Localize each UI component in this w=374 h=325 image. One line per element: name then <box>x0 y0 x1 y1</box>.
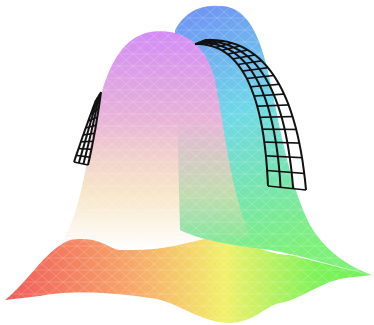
cage-rung <box>73 161 89 166</box>
cage-rung <box>76 154 90 158</box>
cage-rail <box>87 91 102 166</box>
cage-rung <box>90 108 100 115</box>
cage-rung <box>246 74 274 80</box>
cage-rail <box>77 97 99 164</box>
cage-rung <box>92 99 101 108</box>
cage-rung <box>208 40 224 47</box>
cage-rung <box>267 185 307 191</box>
cage-rung <box>227 49 248 55</box>
cage-rung <box>265 155 303 159</box>
cage-rung <box>259 115 293 119</box>
cage-rung <box>221 45 241 52</box>
cage-rung <box>78 147 92 151</box>
cage-rung <box>250 83 280 88</box>
cage-rung <box>237 60 262 66</box>
cage-rung <box>215 42 233 49</box>
mesh-overlay <box>5 5 372 323</box>
cage-rung <box>254 93 285 97</box>
cage-rung <box>95 91 102 101</box>
cage-rung <box>87 116 98 122</box>
cage-rung <box>267 169 305 175</box>
cage-rung <box>257 104 289 107</box>
cage-rail <box>82 94 101 165</box>
wire-cages <box>73 38 307 191</box>
cage-rung <box>194 39 206 45</box>
cage-rung <box>232 54 256 60</box>
cage-rung <box>80 140 94 143</box>
cage-rung <box>242 66 269 72</box>
cage-rail <box>73 99 97 163</box>
cage-rung <box>202 39 215 45</box>
cage-rung <box>83 132 95 136</box>
cage-rung <box>264 141 300 144</box>
cage-rung <box>85 124 97 129</box>
